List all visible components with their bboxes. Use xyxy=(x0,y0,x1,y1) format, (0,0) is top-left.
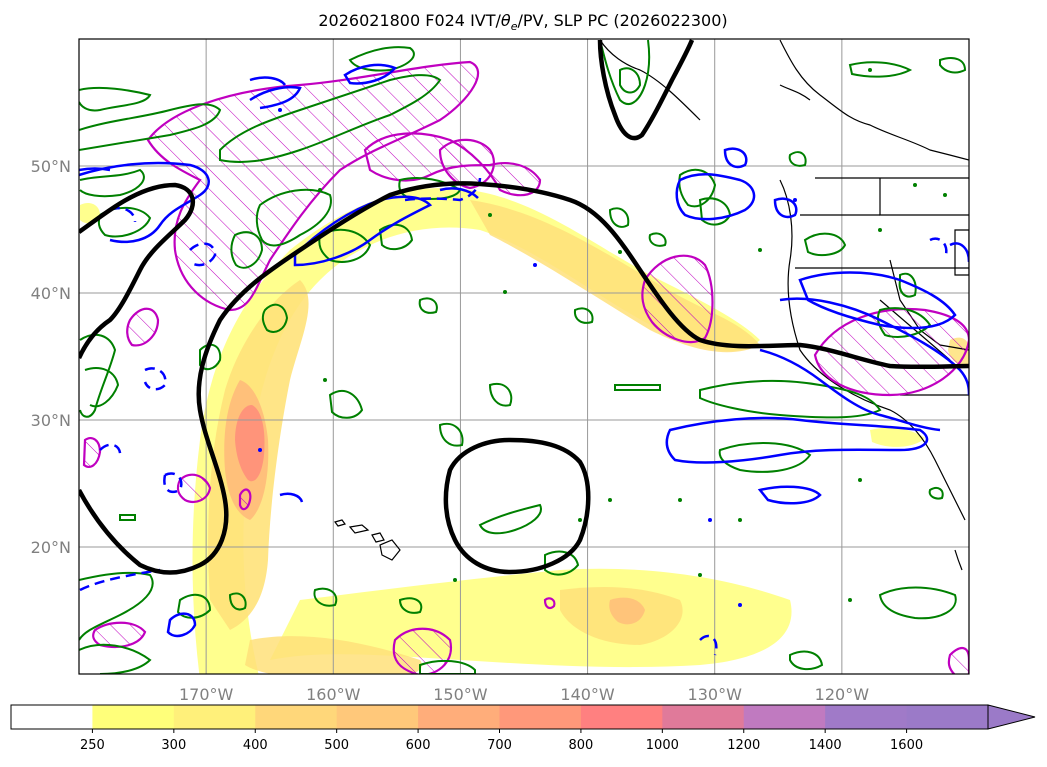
colorbar-tick-label: 300 xyxy=(161,738,186,753)
small-features xyxy=(318,68,947,602)
ivt-colorbar: 250 300 400 500 600 700 800 1000 1200 1400 1600 xyxy=(10,704,1036,753)
map-border xyxy=(78,38,970,675)
lon-tick-label: 140°W xyxy=(560,685,615,704)
colorbar-segment xyxy=(11,705,93,729)
map-area xyxy=(79,39,969,674)
colorbar-segment xyxy=(336,705,419,729)
lat-tick-label: 20°N xyxy=(31,538,71,557)
lon-tick-label: 130°W xyxy=(688,685,743,704)
colorbar-segment xyxy=(499,705,582,729)
lon-tick-label: 120°W xyxy=(815,685,870,704)
colorbar-tick-label: 800 xyxy=(569,738,594,753)
lon-tick-label: 150°W xyxy=(433,685,488,704)
longitude-labels: 170°W 160°W 150°W 140°W 130°W 120°W xyxy=(179,685,869,704)
colorbar-segment xyxy=(173,705,256,729)
lon-tick-label: 160°W xyxy=(306,685,361,704)
colorbar-tick-label: 500 xyxy=(324,738,349,753)
colorbar-segment xyxy=(418,705,500,729)
lat-tick-label: 30°N xyxy=(31,411,71,430)
colorbar-segment xyxy=(825,705,908,729)
small-pv-features xyxy=(258,108,797,607)
colorbar-tick-label: 700 xyxy=(487,738,512,753)
colorbar-segment xyxy=(92,705,175,729)
colorbar-segment xyxy=(906,705,989,729)
latitude-labels: 50°N 40°N 30°N 20°N xyxy=(31,157,71,557)
colorbar-tick-label: 1000 xyxy=(646,738,679,753)
colorbar-segment xyxy=(255,705,338,729)
slp-contours xyxy=(79,39,969,575)
colorbar-tick-label: 1200 xyxy=(727,738,760,753)
colorbar-tick-label: 250 xyxy=(80,738,105,753)
lon-tick-label: 170°W xyxy=(179,685,234,704)
colorbar-extend-arrow xyxy=(987,704,1036,730)
colorbar-tick-label: 1400 xyxy=(809,738,842,753)
lat-tick-label: 50°N xyxy=(31,157,71,176)
colorbar-segment xyxy=(580,705,663,729)
colorbar-tick-label: 400 xyxy=(243,738,268,753)
lat-tick-label: 40°N xyxy=(31,284,71,303)
colorbar-tick-label: 600 xyxy=(406,738,431,753)
colorbar-segment xyxy=(662,705,745,729)
colorbar-segment xyxy=(743,705,826,729)
colorbar-tick-label: 1600 xyxy=(890,738,923,753)
figure-title: 2026021800 F024 IVT/θe/PV, SLP PC (20260… xyxy=(318,11,727,33)
theta-e-contours xyxy=(79,39,967,674)
